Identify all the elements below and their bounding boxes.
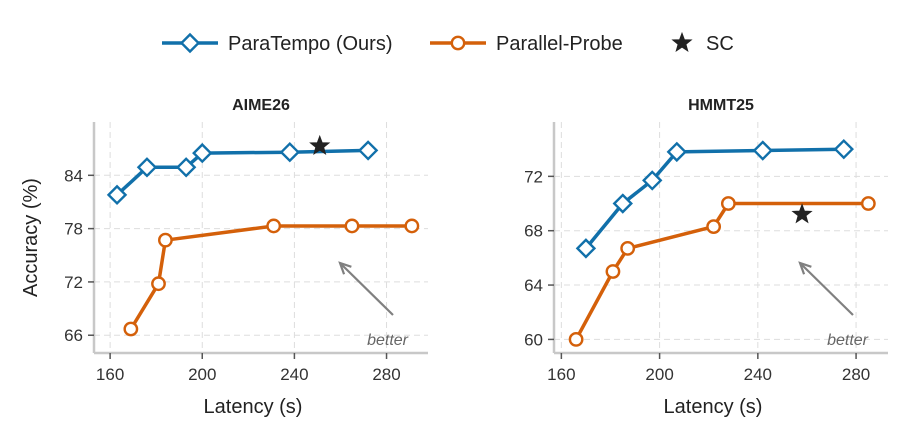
legend: ParaTempo (Ours) Parallel-Probe SC (162, 31, 734, 55)
series (123, 218, 420, 337)
legend-circle-marker (450, 35, 466, 51)
x-tick-label: 240 (744, 365, 772, 384)
legend-diamond-marker (179, 32, 201, 54)
diamond-point (175, 157, 197, 178)
legend-item: SC (671, 31, 734, 55)
circle-point (860, 196, 876, 211)
better-label: better (367, 332, 409, 349)
x-tick-label: 160 (96, 365, 124, 384)
diamond-point (833, 138, 854, 160)
y-tick-label: 72 (64, 273, 83, 292)
series (106, 140, 379, 206)
x-tick-label: 160 (547, 365, 575, 384)
series (791, 203, 813, 224)
circle-point (404, 218, 420, 234)
diamond-point (642, 170, 663, 191)
x-tick-label: 200 (188, 365, 216, 384)
better-label: better (827, 332, 869, 349)
circle-point (123, 321, 139, 337)
series-line (584, 147, 844, 250)
diamond-point (192, 142, 213, 164)
x-tick-label: 280 (372, 365, 400, 384)
x-axis-title: Latency (s) (204, 396, 303, 418)
legend-star-marker (671, 31, 693, 53)
circle-point (720, 196, 736, 211)
y-tick-label: 84 (64, 166, 83, 185)
y-tick-label: 66 (64, 326, 83, 345)
y-axis-title: Accuracy (%) (20, 178, 42, 297)
diamond-point (752, 140, 773, 161)
legend-label: ParaTempo (Ours) (228, 33, 393, 55)
series-line (115, 148, 369, 197)
diamond-point (136, 157, 158, 178)
x-tick-label: 280 (842, 365, 870, 384)
legend-item: ParaTempo (Ours) (162, 32, 393, 55)
x-tick-label: 240 (280, 365, 308, 384)
sc-star-point (309, 134, 331, 156)
circle-point (344, 218, 360, 234)
series-line (129, 224, 412, 330)
series (575, 138, 854, 259)
series (309, 134, 331, 156)
better-arrow (799, 262, 854, 316)
chart-panel: 160 200 240 280 60 64 68 72 HMMT25 Latency (s) bet… (524, 97, 888, 418)
circle-point (266, 218, 282, 234)
circle-point (605, 264, 621, 279)
panel-title: HMMT25 (688, 97, 754, 114)
diamond-point (279, 142, 300, 163)
y-tick-label: 72 (524, 167, 543, 186)
x-axis-title: Latency (s) (664, 396, 763, 418)
y-tick-label: 68 (524, 222, 543, 241)
legend-label: Parallel-Probe (496, 33, 623, 55)
series (568, 196, 876, 347)
annotation: better (338, 261, 409, 349)
circle-point (568, 332, 584, 347)
circle-point (151, 276, 166, 292)
annotation: better (798, 261, 869, 349)
y-tick-label: 64 (524, 276, 543, 295)
sc-star-point (791, 203, 813, 224)
legend-label: SC (706, 33, 734, 55)
diamond-point (357, 140, 379, 161)
x-tick-label: 200 (645, 365, 673, 384)
y-tick-label: 60 (524, 330, 543, 349)
circle-point (620, 240, 636, 256)
diamond-point (612, 193, 633, 214)
diamond-point (666, 141, 687, 163)
series-line (574, 201, 869, 341)
diamond-point (575, 238, 597, 259)
legend-item: Parallel-Probe (430, 33, 623, 55)
panel-title: AIME26 (232, 97, 290, 114)
better-arrow-head (798, 261, 812, 275)
circle-point (158, 232, 173, 248)
y-tick-label: 78 (64, 220, 83, 239)
better-arrow-head (338, 261, 352, 275)
chart-panel: 160 200 240 280 66 72 78 84 AIME26 Latency (s) Acc… (20, 97, 428, 418)
diamond-point (106, 184, 128, 206)
better-arrow (339, 262, 394, 316)
circle-point (706, 219, 722, 235)
